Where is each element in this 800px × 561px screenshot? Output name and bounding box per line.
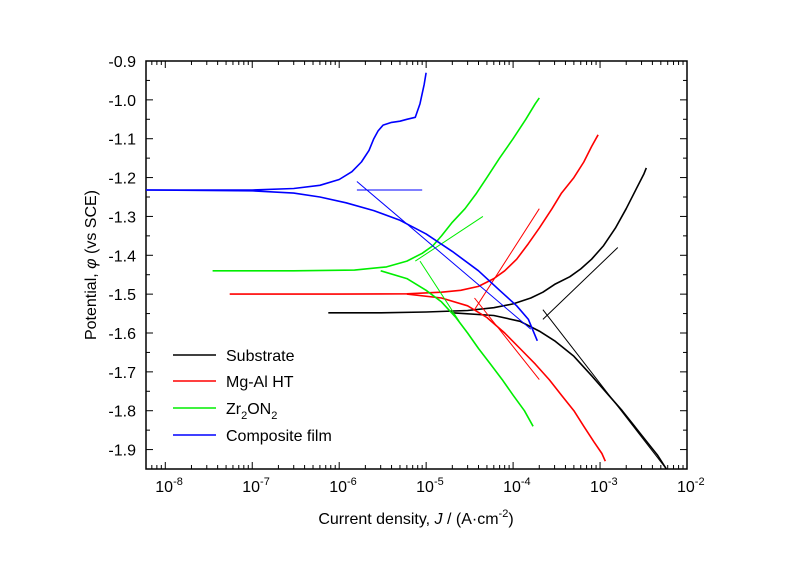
tafel-line-mg-al-ht xyxy=(474,208,540,310)
x-tick-label: 10-6 xyxy=(329,476,357,496)
y-tick-label: -1.3 xyxy=(108,209,136,226)
y-tick-label: -1.5 xyxy=(108,287,136,304)
tafel-line-zr2on2 xyxy=(419,260,460,322)
tafel-line-substrate xyxy=(542,247,619,320)
curve-cathodic-mg-al-ht xyxy=(406,293,607,462)
y-tick-label: -1.2 xyxy=(108,171,136,188)
curves-group xyxy=(146,72,668,469)
y-tick-label: -1.9 xyxy=(108,443,136,460)
y-axis-title: Potential, φ (vs SCE) xyxy=(83,190,100,340)
curve-anodic-composite-film xyxy=(146,72,427,191)
legend: Substrate Mg-Al HT Zr2ON2 Composite film xyxy=(173,348,332,445)
tafel-line-mg-al-ht xyxy=(474,297,540,380)
x-tick-label: 10-4 xyxy=(503,476,531,496)
y-tick-labels: -0.9 -1.0 -1.1 -1.2 -1.3 -1.4 -1.5 -1.6 … xyxy=(108,54,136,460)
x-tick-label: 10-3 xyxy=(590,476,618,496)
curve-cathodic-zr2on2 xyxy=(380,270,534,427)
y-tick-label: -1.8 xyxy=(108,404,136,421)
tafel-line-zr2on2 xyxy=(415,215,484,262)
y-tick-label: -1.1 xyxy=(108,132,136,149)
curve-cathodic-composite-film xyxy=(146,189,539,342)
curve-anodic-substrate xyxy=(328,167,648,314)
curve-anodic-zr2on2 xyxy=(212,97,540,272)
x-tick-label: 10-7 xyxy=(242,476,270,496)
legend-label-zr2on2: Zr2ON2 xyxy=(226,401,277,422)
y-tick-label: -1.0 xyxy=(108,93,136,110)
axis-ticks xyxy=(145,60,688,470)
x-axis-title: Current density, J / (A·cm-2) xyxy=(318,508,513,528)
x-tick-label: 10-5 xyxy=(416,476,444,496)
x-tick-label: 10-2 xyxy=(677,476,705,496)
y-tick-label: -1.7 xyxy=(108,365,136,382)
tafel-line-composite-film xyxy=(356,181,532,330)
y-tick-label: -0.9 xyxy=(108,54,136,71)
legend-label-composite-film: Composite film xyxy=(226,428,332,445)
y-tick-label: -1.6 xyxy=(108,326,136,343)
legend-label-substrate: Substrate xyxy=(226,348,295,365)
curve-cathodic-substrate xyxy=(452,312,668,469)
plot-frame xyxy=(145,60,688,470)
x-tick-label: 10-8 xyxy=(155,476,183,496)
legend-label-mg-al-ht: Mg-Al HT xyxy=(226,374,294,391)
y-tick-label: -1.4 xyxy=(108,248,136,265)
x-tick-labels: 10-8 10-7 10-6 10-5 10-4 10-3 10-2 xyxy=(155,476,704,496)
tafel-line-substrate xyxy=(542,309,667,469)
